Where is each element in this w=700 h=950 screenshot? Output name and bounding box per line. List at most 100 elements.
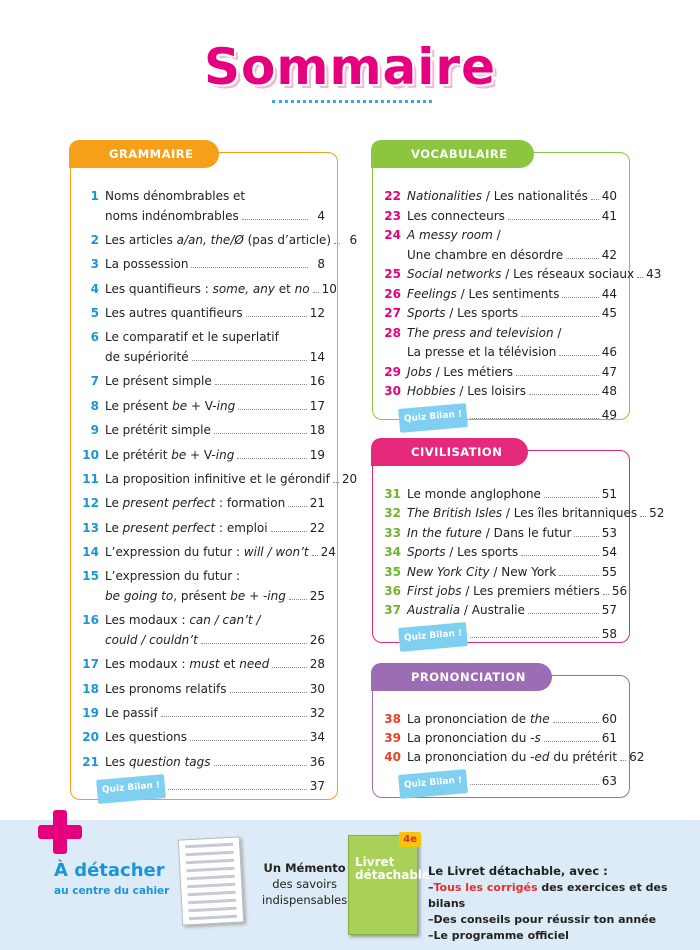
leader — [229, 691, 307, 693]
entry-line: 7 Le présent simple 16 — [77, 372, 325, 392]
memento-image — [177, 836, 245, 926]
entry: 28 The press and television / La presse et… — [379, 324, 617, 363]
text: La prononciation de — [407, 712, 530, 726]
entry-number: 17 — [82, 657, 99, 672]
entry-line: 34 Sports / Les sports 54 — [379, 543, 617, 563]
text: + V- — [187, 398, 217, 413]
livret-bullets: –Tous les corrigés des exercices et des … — [428, 880, 700, 944]
entry: 34 Sports / Les sports 54 — [379, 543, 617, 563]
entry-line: 36 First jobs / Les premiers métiers 56 — [379, 582, 627, 602]
entry: 13 Le present perfect : emploi 22 — [77, 519, 325, 539]
entry-number: 33 — [384, 525, 401, 540]
entry-number: 5 — [90, 306, 99, 321]
page-number: 42 — [601, 247, 617, 262]
text: present perfect — [122, 496, 216, 511]
entry-text: Les autres quantifieurs — [105, 304, 243, 324]
text: Les — [105, 754, 129, 769]
entry-text: Les question tags — [105, 753, 211, 773]
entry-line: 4 Les quantifieurs : some, any et no 10 — [77, 280, 337, 300]
page-number: 63 — [601, 773, 617, 788]
entry-line: 9 Le prétérit simple 18 — [77, 421, 325, 441]
leader — [559, 355, 599, 356]
entry-number: 32 — [384, 506, 401, 521]
text: La proposition infinitive et le gérondif — [105, 471, 330, 486]
entry-line: 11 La proposition infinitive et le gérond… — [77, 470, 357, 490]
entry-text: Les modaux : can / can’t / — [105, 611, 260, 631]
page-number: 61 — [601, 731, 617, 746]
page-number: 52 — [649, 506, 665, 521]
text: / Les îles britanniques — [502, 506, 638, 521]
text: Une chambre en désordre — [407, 247, 564, 262]
leader — [543, 741, 599, 743]
page-number: 54 — [601, 545, 617, 560]
text: et — [274, 281, 295, 296]
text: Hobbies — [407, 384, 456, 398]
page-number: 47 — [601, 364, 617, 379]
entry-line: 27 Sports / Les sports 45 — [379, 304, 617, 324]
page-number: 32 — [309, 706, 325, 721]
entry-number: 37 — [384, 603, 401, 618]
entry-text: Les modaux : must et need — [105, 655, 269, 675]
text: Le comparatif et le superlatif — [105, 330, 279, 345]
cover-line: détachable — [355, 868, 431, 882]
entry-number: 3 — [90, 257, 99, 272]
page-number: 18 — [309, 423, 325, 438]
text: – — [428, 929, 434, 942]
leader — [190, 740, 307, 742]
text: Le présent simple — [105, 374, 212, 389]
livret-image: Livret détachable 4e — [348, 832, 430, 935]
leader — [332, 481, 339, 483]
detach-title: À détacher — [54, 860, 165, 881]
entry-text: Le monde anglophone — [407, 485, 541, 505]
text: be — [172, 398, 188, 413]
entry-text: Le present perfect : formation — [105, 494, 285, 514]
entry-number: 2 — [90, 232, 99, 247]
text: ing — [216, 398, 236, 413]
text: / New York — [489, 564, 557, 579]
text: will / won’t — [243, 545, 309, 560]
memento-line: indispensables — [262, 893, 348, 907]
entry-line: Une chambre en désordre 42 — [379, 246, 617, 266]
entry: 11 La proposition infinitive et le gérond… — [77, 470, 357, 490]
text: / Les sports — [445, 545, 519, 560]
text: Des conseils pour réussir ton année — [433, 913, 657, 926]
leader — [311, 555, 318, 557]
entry: 21 Les question tags 36 — [77, 753, 325, 773]
entry-text: In the future / Dans le futur — [407, 524, 571, 544]
page-number: 40 — [601, 189, 617, 203]
entry: 24 A messy room / Une chambre en désordre 4… — [379, 226, 617, 265]
entry-line: 35 New York City / New York 55 — [379, 563, 617, 583]
entry-list: 22 Nationalities / Les nationalités 40 23 Le… — [373, 187, 661, 432]
entry-text: Australia / Australie — [407, 601, 525, 621]
text: be — [230, 588, 246, 603]
entry-number: 4 — [90, 281, 99, 296]
text: must — [189, 657, 220, 672]
text: / Les réseaux sociaux — [501, 267, 635, 281]
entry-text: The press and television / — [407, 324, 561, 344]
entry: 17 Les modaux : must et need 28 — [77, 655, 325, 675]
entry: 15 L’expression du futur : be going to, pr… — [77, 567, 325, 606]
text: et — [219, 657, 240, 672]
entry-line: noms indénombrables 4 — [77, 207, 325, 227]
entry-text: The British Isles / Les îles britannique… — [407, 504, 637, 524]
entry-number: 26 — [384, 286, 401, 301]
entry-text: Noms dénombrables et — [105, 187, 245, 207]
entry-line: 5 Les autres quantifieurs 12 — [77, 304, 325, 324]
entry-list: 1 Noms dénombrables et noms indénombrables… — [71, 187, 357, 804]
text: Social networks — [407, 267, 502, 281]
text: Les modaux : — [105, 657, 190, 672]
entry-number: 15 — [82, 569, 99, 584]
page-number: 60 — [601, 712, 617, 726]
entry-text: La prononciation de the — [407, 710, 550, 730]
leader — [288, 506, 307, 508]
leader — [241, 218, 308, 220]
entry-number: 38 — [384, 712, 401, 726]
page-number: 46 — [601, 345, 617, 359]
page-number: 4 — [317, 208, 325, 223]
text: + - — [245, 588, 268, 603]
entry-text: Une chambre en désordre — [407, 246, 563, 266]
leader — [470, 636, 599, 638]
entry-text: Feelings / Les sentiments — [407, 285, 559, 305]
entry-line: 26 Feelings / Les sentiments 44 — [379, 285, 617, 305]
